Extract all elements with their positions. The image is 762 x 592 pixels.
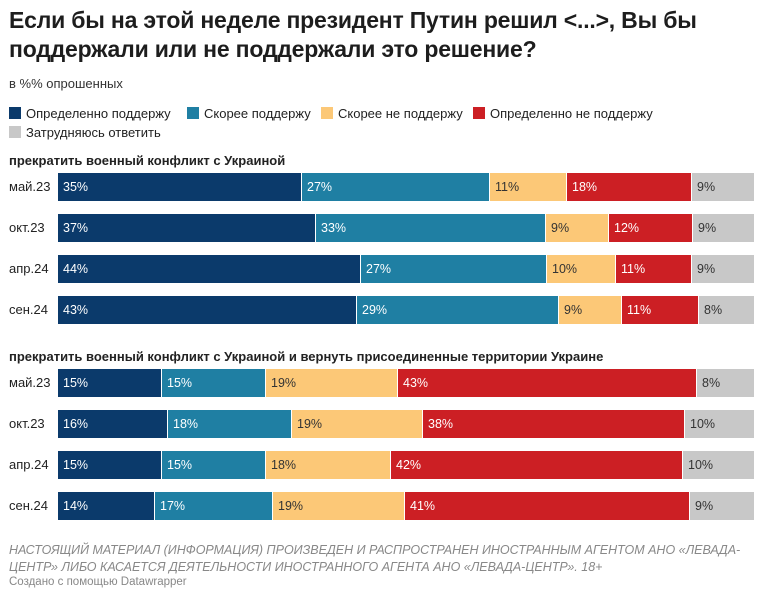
stacked-bar: 43% 29% 9% 11% 8% [58, 296, 754, 324]
bar-segment: 15% [58, 369, 162, 397]
legend-label: Скорее поддержу [204, 105, 311, 121]
bar-segment: 11% [490, 173, 567, 201]
bar-segment: 17% [155, 492, 273, 520]
row-label: сен.24 [9, 302, 48, 317]
bar-segment: 15% [162, 369, 266, 397]
row-label: май.23 [9, 375, 51, 390]
legend-swatch [187, 107, 199, 119]
bar-segment: 14% [58, 492, 155, 520]
legend-label: Затрудняюсь ответить [26, 124, 161, 140]
stacked-bar: 15% 15% 18% 42% 10% [58, 451, 754, 479]
legend-item: Скорее поддержу [187, 104, 311, 122]
legend-item: Определенно не поддержу [473, 104, 653, 122]
bar-segment: 38% [423, 410, 685, 438]
bar-segment: 9% [693, 214, 754, 242]
chart-title: Если бы на этой неделе президент Путин р… [9, 7, 697, 62]
legend-swatch [9, 107, 21, 119]
legend-item: Определенно поддержу [9, 104, 171, 122]
chart-subtitle: в %% опрошенных [9, 76, 123, 91]
row-label: окт.23 [9, 220, 45, 235]
bar-segment: 9% [546, 214, 609, 242]
legend-swatch [321, 107, 333, 119]
stacked-bar: 15% 15% 19% 43% 8% [58, 369, 754, 397]
bar-segment: 27% [302, 173, 490, 201]
group-title: прекратить военный конфликт с Украиной и… [9, 349, 604, 364]
row-label: апр.24 [9, 457, 49, 472]
stacked-bar: 16% 18% 19% 38% 10% [58, 410, 754, 438]
row-label: апр.24 [9, 261, 49, 276]
bar-segment: 11% [622, 296, 699, 324]
bar-segment: 15% [162, 451, 266, 479]
legend-swatch [9, 126, 21, 138]
row-label: сен.24 [9, 498, 48, 513]
bar-segment: 10% [683, 451, 754, 479]
bar-segment: 8% [699, 296, 754, 324]
bar-segment: 19% [273, 492, 405, 520]
legend-label: Определенно поддержу [26, 105, 171, 121]
bar-segment: 10% [547, 255, 616, 283]
bar-segment: 18% [266, 451, 391, 479]
legend-swatch [473, 107, 485, 119]
bar-segment: 29% [357, 296, 559, 324]
group-title: прекратить военный конфликт с Украиной [9, 153, 286, 168]
bar-segment: 10% [685, 410, 754, 438]
row-label: май.23 [9, 179, 51, 194]
bar-segment: 44% [58, 255, 361, 283]
foreign-agent-notice: НАСТОЯЩИЙ МАТЕРИАЛ (ИНФОРМАЦИЯ) ПРОИЗВЕД… [9, 543, 741, 574]
legend-label: Скорее не поддержу [338, 105, 463, 121]
datawrapper-credit: Создано с помощью Datawrapper [9, 576, 187, 588]
stacked-bar: 37% 33% 9% 12% 9% [58, 214, 754, 242]
bar-segment: 37% [58, 214, 316, 242]
stacked-bar: 44% 27% 10% 11% 9% [58, 255, 754, 283]
bar-segment: 11% [616, 255, 692, 283]
bar-segment: 43% [58, 296, 357, 324]
bar-segment: 9% [690, 492, 754, 520]
bar-segment: 9% [559, 296, 622, 324]
bar-segment: 15% [58, 451, 162, 479]
stacked-bar: 35% 27% 11% 18% 9% [58, 173, 754, 201]
bar-segment: 12% [609, 214, 693, 242]
bar-segment: 42% [391, 451, 683, 479]
bar-segment: 9% [692, 255, 754, 283]
legend-label: Определенно не поддержу [490, 105, 653, 121]
bar-segment: 27% [361, 255, 547, 283]
bar-segment: 19% [266, 369, 398, 397]
bar-segment: 43% [398, 369, 697, 397]
bar-segment: 18% [567, 173, 692, 201]
bar-segment: 18% [168, 410, 292, 438]
bar-segment: 41% [405, 492, 690, 520]
bar-segment: 33% [316, 214, 546, 242]
row-label: окт.23 [9, 416, 45, 431]
legend-item: Скорее не поддержу [321, 104, 463, 122]
bar-segment: 16% [58, 410, 168, 438]
stacked-bar: 14% 17% 19% 41% 9% [58, 492, 754, 520]
legend-item: Затрудняюсь ответить [9, 123, 161, 141]
bar-segment: 8% [697, 369, 754, 397]
bar-segment: 19% [292, 410, 423, 438]
bar-segment: 9% [692, 173, 754, 201]
bar-segment: 35% [58, 173, 302, 201]
